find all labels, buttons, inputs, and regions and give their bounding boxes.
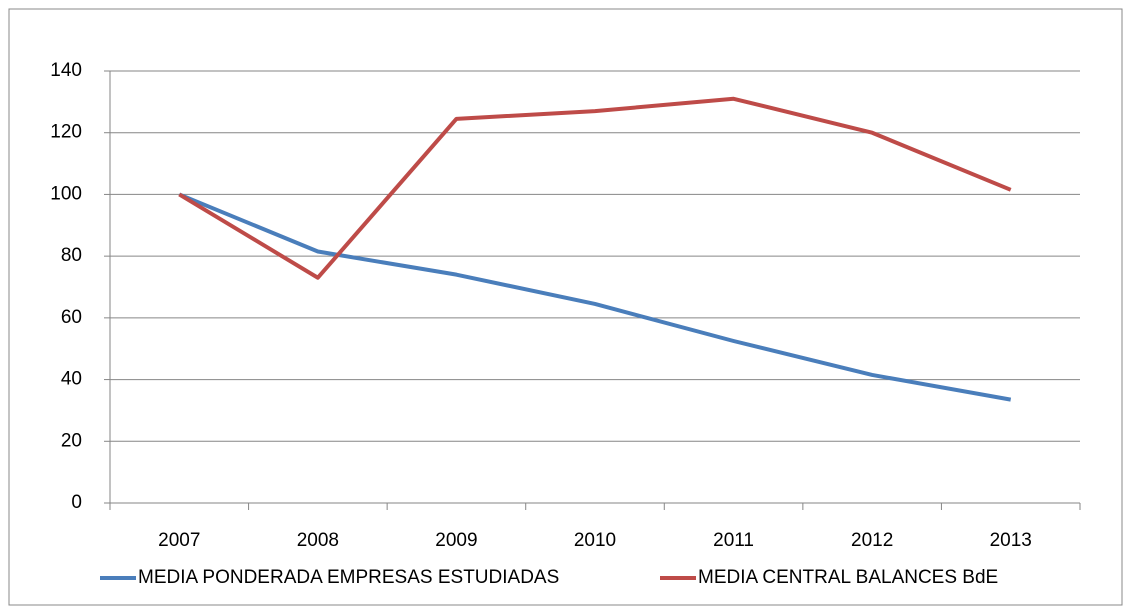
y-tick-label: 40 [61,369,82,390]
chart-frame [8,8,1123,606]
x-tick-label: 2008 [297,530,339,551]
series-line [178,96,1012,280]
y-tick-label: 20 [61,430,82,451]
y-tick-label: 100 [50,183,82,204]
legend-label: MEDIA CENTRAL BALANCES BdE [698,567,998,588]
y-tick-label: 120 [50,122,82,143]
x-tick-label: 2007 [158,530,200,551]
x-tick-label: 2011 [713,530,754,551]
x-tick-label: 2012 [851,530,893,551]
x-tick-label: 2013 [990,530,1032,551]
y-tick-label: 140 [50,60,82,81]
y-tick-label: 0 [71,492,82,513]
legend-label: MEDIA PONDERADA EMPRESAS ESTUDIADAS [138,567,559,588]
y-tick-label: 60 [61,307,82,328]
series-line [178,192,1012,402]
y-tick-label: 80 [61,245,82,266]
x-tick-label: 2010 [574,530,616,551]
x-tick-label: 2009 [435,530,477,551]
